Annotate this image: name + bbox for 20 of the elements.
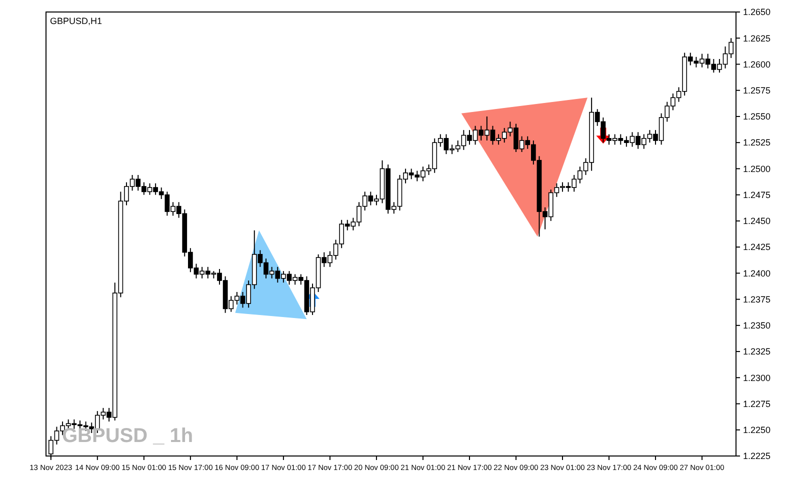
y-tick-label: 1.2400 [743,268,771,278]
y-tick-label: 1.2525 [743,138,771,148]
y-tick-label: 1.2375 [743,294,771,304]
y-tick-label: 1.2300 [743,372,771,383]
y-tick-label: 1.2500 [743,164,771,174]
y-tick-label: 1.2225 [743,451,771,462]
y-tick-label: 1.2450 [743,216,771,226]
chart-title: GBPUSD,H1 [50,16,102,26]
y-tick-label: 1.2350 [743,320,771,331]
y-tick-label: 1.2425 [743,242,771,252]
y-tick-label: 1.2625 [743,33,771,44]
y-tick-label: 1.2250 [743,425,771,436]
y-tick-label: 1.2550 [743,112,771,122]
y-tick-label: 1.2325 [743,346,771,357]
y-tick-label: 1.2475 [743,190,771,200]
y-tick-label: 1.2650 [743,7,771,18]
y-tick-label: 1.2275 [743,398,771,409]
y-tick-label: 1.2600 [743,59,771,70]
y-tick-label: 1.2575 [743,86,771,96]
annotation: GBPUSD _ 1h [62,425,194,447]
